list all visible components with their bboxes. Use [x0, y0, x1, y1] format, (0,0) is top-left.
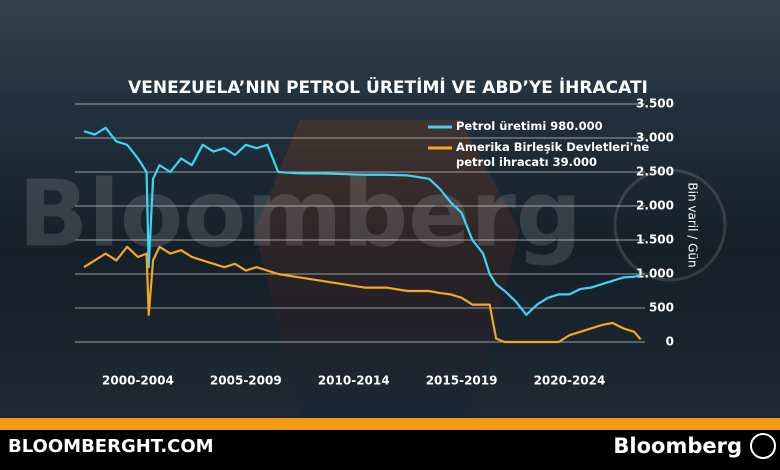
data-line	[83, 245, 642, 344]
data-line	[83, 126, 641, 316]
x-tick-label: 2020-2024	[534, 374, 606, 388]
y-tick-label: 2.500	[636, 165, 674, 179]
y-tick-label: 3.500	[636, 97, 674, 111]
y-tick-label: 0	[666, 335, 674, 349]
x-tick-label: 2010-2014	[318, 374, 390, 388]
x-tick-label: 2005-2009	[210, 374, 282, 388]
ship-photo	[255, 120, 520, 420]
footer-stripe	[0, 418, 780, 430]
x-tick-label: 2000-2004	[102, 374, 174, 388]
chart-title: VENEZUELA’NIN PETROL ÜRETİMİ VE ABD’YE İ…	[128, 76, 648, 98]
y-axis-label: Bin varil / Gün	[686, 182, 700, 267]
footer-site: BLOOMBERGHT.COM	[8, 436, 214, 457]
y-tick-label: 1.500	[636, 233, 674, 247]
footer-bar	[0, 430, 780, 470]
footer-brand: Bloomberg	[613, 434, 742, 458]
legend-label: Petrol üretimi 980.000	[456, 119, 603, 133]
x-tick-label: 2015-2019	[426, 374, 498, 388]
watermark-logo	[613, 168, 727, 282]
y-tick-label: 2.000	[636, 199, 674, 213]
y-tick-label: 3.000	[636, 131, 674, 145]
photo-shade	[0, 0, 780, 420]
watermark: Bloomberg	[18, 160, 581, 267]
footer-logo	[750, 433, 776, 459]
y-tick-label: 1.000	[636, 267, 674, 281]
legend-label: Amerika Birleşik Devletleri'ne petrol ih…	[456, 140, 650, 169]
y-tick-label: 500	[649, 301, 674, 315]
